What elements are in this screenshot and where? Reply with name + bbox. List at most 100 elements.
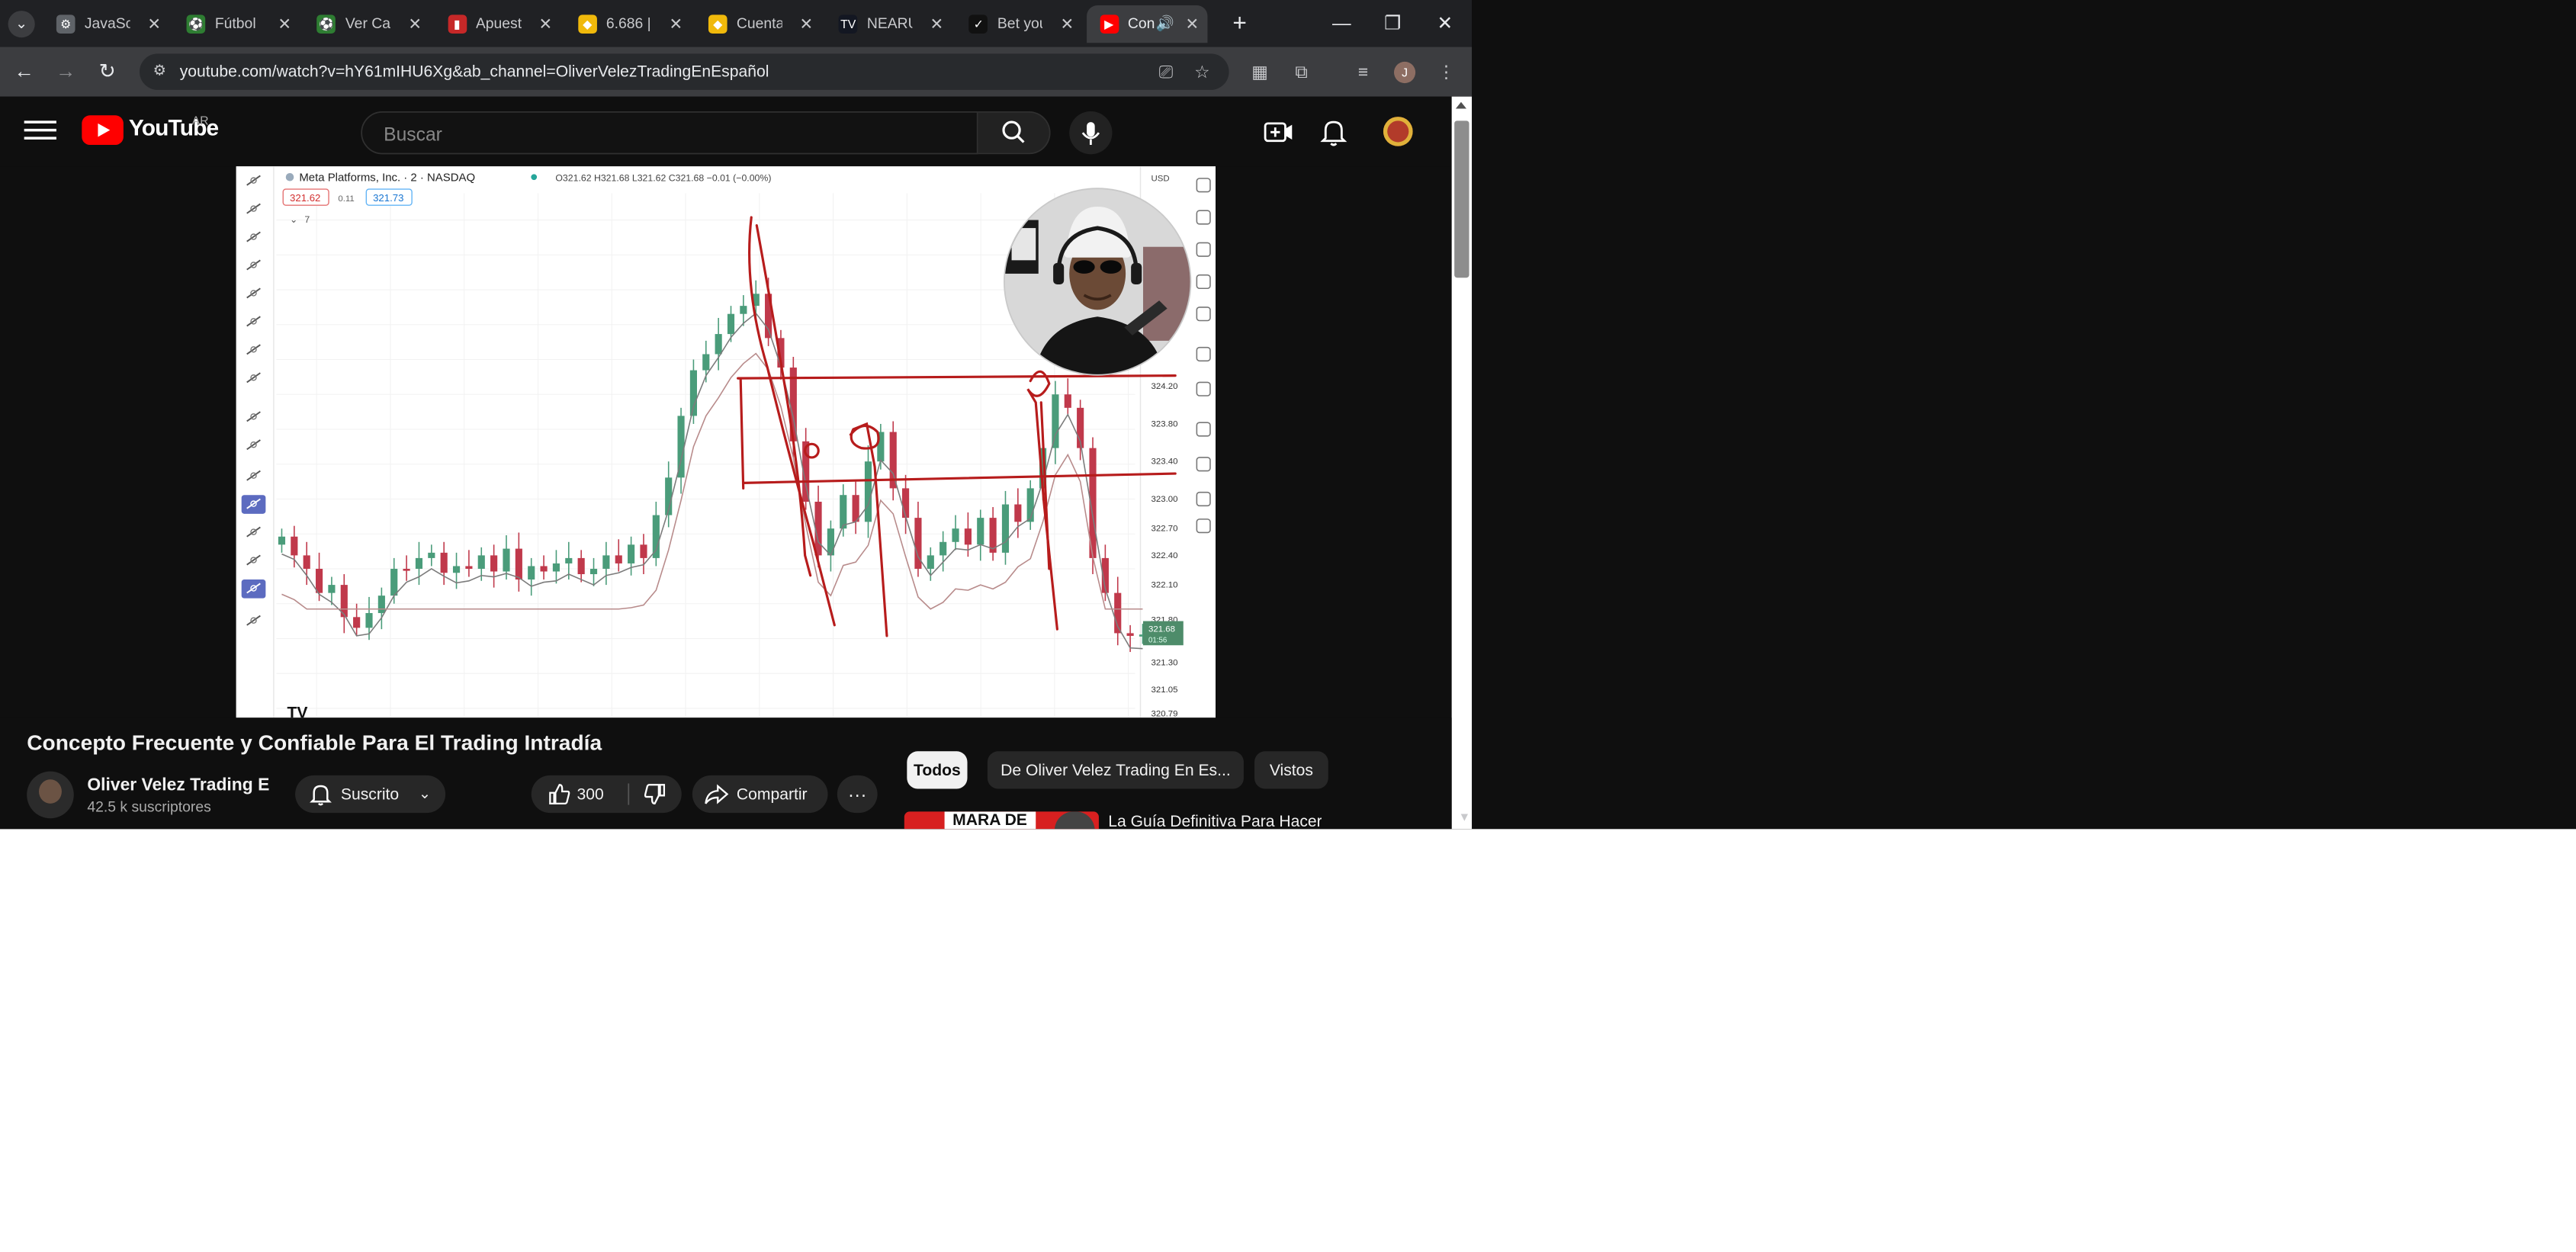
address-url[interactable]: youtube.com/watch?v=hY61mIHU6Xg&ab_chann… bbox=[179, 61, 769, 81]
browser-tab[interactable]: ◆ Cuenta ✕ bbox=[695, 5, 821, 43]
youtube-wordmark[interactable]: YouTube bbox=[128, 115, 219, 141]
share-button[interactable]: Compartir bbox=[692, 775, 828, 814]
crosshair-icon bbox=[246, 175, 261, 186]
filter-chip[interactable]: Todos bbox=[907, 751, 968, 789]
tab-close-icon[interactable]: ✕ bbox=[278, 14, 292, 34]
tool-glyph bbox=[246, 411, 261, 422]
forward-arrow-icon[interactable]: → bbox=[56, 60, 76, 84]
bid-price: 321.62 bbox=[290, 192, 320, 204]
tool-glyph-dot bbox=[250, 177, 257, 184]
install-app-icon[interactable]: ⎚ bbox=[1158, 61, 1174, 82]
tab-audio-icon[interactable]: 🔊 bbox=[1155, 16, 1174, 33]
tool-glyph-dot bbox=[250, 585, 257, 592]
video-player[interactable]: Meta Platforms, Inc. · 2 · NASDAQ O321.6… bbox=[236, 166, 1216, 718]
tool-glyph-dot bbox=[250, 557, 257, 563]
tab-close-icon[interactable]: ✕ bbox=[669, 14, 683, 34]
tab-close-icon[interactable]: ✕ bbox=[408, 14, 422, 34]
browser-tab[interactable]: ⚽ Fútbol l ✕ bbox=[173, 5, 299, 43]
filter-chip[interactable]: De Oliver Velez Trading En Es... bbox=[987, 751, 1244, 789]
more-actions-button[interactable]: ··· bbox=[837, 775, 878, 814]
browser-tab[interactable]: ◆ 6.686 | ✕ bbox=[564, 5, 690, 43]
channel-avatar[interactable] bbox=[27, 771, 74, 819]
tab-close-icon[interactable]: ✕ bbox=[147, 14, 162, 34]
share-label: Compartir bbox=[736, 785, 808, 804]
gear-globe-icon: ⚙ bbox=[56, 14, 75, 34]
recommendation-title[interactable]: La Guía Definitiva Para Hacer bbox=[1108, 811, 1322, 830]
tab-close-icon[interactable]: ✕ bbox=[1185, 14, 1200, 34]
tool-glyph bbox=[246, 583, 261, 594]
tab-close-icon[interactable]: ✕ bbox=[930, 14, 944, 34]
browser-tab[interactable]: ⚙ JavaScri ✕ bbox=[43, 5, 169, 43]
browser-tab[interactable]: ▶ Con 🔊 ✕ bbox=[1086, 5, 1207, 43]
kebab-menu-icon[interactable]: ⋮ bbox=[1437, 61, 1456, 82]
browser-tab-strip: ⌄ ⚙ JavaScri ✕ ⚽ Fútbol l ✕ ⚽ Ver Can ✕ ▮ Apuesta ✕… bbox=[0, 0, 1473, 47]
support-line bbox=[742, 472, 1177, 484]
browser-tab[interactable]: TV NEARU ✕ bbox=[825, 5, 951, 43]
tool-glyph bbox=[246, 470, 261, 481]
close-window-icon[interactable]: ✕ bbox=[1437, 11, 1453, 34]
emoji-icon bbox=[246, 372, 261, 384]
page-scrollbar-thumb[interactable] bbox=[1454, 120, 1469, 278]
search-input[interactable] bbox=[381, 112, 964, 156]
candle-body bbox=[814, 502, 822, 556]
browser-tab[interactable]: ⚽ Ver Can ✕ bbox=[304, 5, 429, 43]
restore-icon[interactable]: ❐ bbox=[1384, 11, 1402, 34]
candle-body bbox=[789, 368, 797, 441]
channel-name[interactable]: Oliver Velez Trading E bbox=[87, 774, 270, 795]
link-icon bbox=[241, 579, 266, 599]
tool-glyph bbox=[246, 439, 261, 451]
candle-body bbox=[989, 518, 997, 553]
reload-icon[interactable]: ↻ bbox=[98, 60, 116, 84]
youtube-logo-icon[interactable] bbox=[82, 115, 124, 146]
browser-tab[interactable]: ▮ Apuesta ✕ bbox=[434, 5, 560, 43]
candle-body bbox=[665, 477, 673, 515]
tab-close-icon[interactable]: ✕ bbox=[799, 14, 814, 34]
candle-body bbox=[1139, 634, 1147, 637]
voice-search-button[interactable] bbox=[1069, 111, 1113, 155]
extensions-puzzle-icon[interactable]: ⧉ bbox=[1295, 61, 1308, 82]
candle-body bbox=[702, 354, 710, 371]
notifications-bell-icon[interactable] bbox=[1318, 115, 1350, 147]
candle-body bbox=[964, 528, 972, 545]
subscribed-button[interactable]: Suscrito ⌄ bbox=[295, 775, 446, 814]
trash-icon bbox=[246, 615, 261, 626]
browser-tab[interactable]: ✓ Bet you ✕ bbox=[956, 5, 1081, 43]
candle-body bbox=[340, 585, 348, 618]
account-avatar[interactable] bbox=[1383, 117, 1413, 146]
bookmark-star-icon[interactable]: ☆ bbox=[1194, 61, 1210, 82]
create-video-icon[interactable] bbox=[1263, 115, 1295, 147]
recommendation-thumbnail[interactable]: MARA DE bbox=[904, 811, 1099, 830]
side-panel-icon bbox=[1196, 381, 1211, 396]
scroll-up-arrow-icon[interactable] bbox=[1455, 101, 1466, 109]
like-button[interactable]: 300 bbox=[532, 775, 628, 813]
address-bar[interactable]: ⚙ youtube.com/watch?v=hY61mIHU6Xg&ab_cha… bbox=[139, 53, 1229, 90]
recommendation-thumb-text: MARA DE bbox=[944, 811, 1036, 830]
qr-extension-icon[interactable]: ▦ bbox=[1251, 61, 1268, 82]
back-arrow-icon[interactable]: ← bbox=[14, 60, 34, 84]
tab-title: 6.686 | bbox=[605, 16, 651, 33]
media-controls-icon[interactable]: ≡ bbox=[1357, 61, 1369, 82]
tab-title: JavaScri bbox=[84, 16, 130, 33]
bell-icon bbox=[310, 785, 332, 806]
tool-glyph bbox=[246, 203, 261, 214]
filter-chip[interactable]: Vistos bbox=[1254, 751, 1328, 789]
dislike-button[interactable] bbox=[629, 775, 682, 813]
candle-body bbox=[652, 515, 660, 558]
profile-avatar[interactable]: J bbox=[1393, 61, 1416, 84]
annotation-circle-small bbox=[804, 442, 820, 459]
chart-header: Meta Platforms, Inc. · 2 · NASDAQ O321.6… bbox=[282, 172, 1170, 225]
side-panel-icon bbox=[1196, 210, 1211, 225]
hamburger-menu-icon[interactable] bbox=[24, 117, 56, 143]
scroll-down-caret-icon[interactable]: ▼ bbox=[1458, 810, 1471, 824]
tab-close-icon[interactable]: ✕ bbox=[1060, 14, 1074, 34]
tool-glyph bbox=[246, 316, 261, 327]
price-tick: 321.05 bbox=[1151, 685, 1178, 695]
tab-close-icon[interactable]: ✕ bbox=[538, 14, 553, 34]
minimize-icon[interactable]: — bbox=[1332, 11, 1351, 34]
search-button[interactable] bbox=[978, 111, 1051, 155]
candle-body bbox=[315, 568, 323, 593]
tab-search-chevron-icon[interactable]: ⌄ bbox=[8, 11, 35, 38]
tool-glyph-dot bbox=[250, 441, 257, 448]
new-tab-plus-icon[interactable]: + bbox=[1232, 9, 1247, 37]
site-settings-icon[interactable]: ⚙ bbox=[153, 63, 167, 79]
